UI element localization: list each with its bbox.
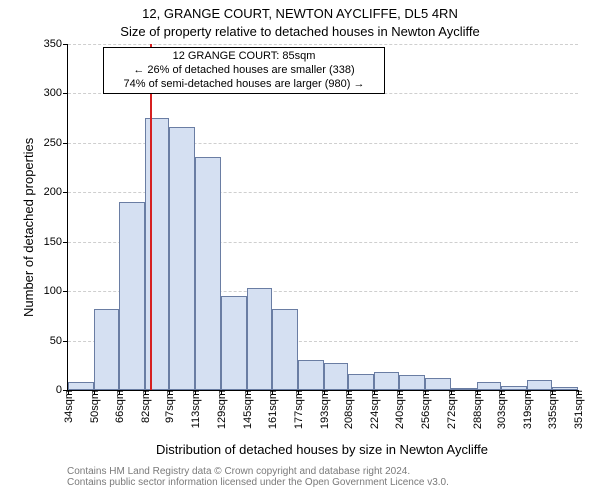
histogram-bar (195, 157, 221, 390)
histogram-bar (68, 382, 94, 390)
histogram-bar (324, 363, 348, 390)
ytick-label: 350 (44, 38, 68, 50)
reference-line (150, 44, 152, 390)
xtick-label: 161sqm (265, 390, 279, 429)
grid-line (68, 44, 578, 45)
xtick-label: 208sqm (341, 390, 355, 429)
xtick-label: 97sqm (162, 390, 176, 423)
annotation-line: 12 GRANGE COURT: 85sqm (110, 50, 378, 64)
histogram-bar (221, 296, 247, 390)
histogram-bar (477, 382, 501, 390)
plot-area: 05010015020025030035034sqm50sqm66sqm82sq… (67, 44, 578, 391)
histogram-bar (399, 375, 425, 390)
xtick-label: 82sqm (138, 390, 152, 423)
ytick-label: 200 (44, 186, 68, 198)
chart-subtitle: Size of property relative to detached ho… (0, 24, 600, 39)
y-axis-label: Number of detached properties (21, 138, 36, 317)
xtick-label: 240sqm (392, 390, 406, 429)
footer-line: Contains HM Land Registry data © Crown c… (67, 466, 449, 477)
histogram-bar (348, 374, 374, 390)
xtick-label: 288sqm (470, 390, 484, 429)
xtick-label: 66sqm (112, 390, 126, 423)
xtick-label: 113sqm (188, 390, 202, 428)
xtick-label: 50sqm (87, 390, 101, 423)
histogram-bar (272, 309, 298, 390)
xtick-label: 193sqm (317, 390, 331, 429)
ytick-label: 100 (44, 285, 68, 297)
histogram-bar (119, 202, 145, 390)
annotation-box: 12 GRANGE COURT: 85sqm ← 26% of detached… (103, 47, 385, 94)
footer-line: Contains public sector information licen… (67, 477, 449, 488)
annotation-line: 74% of semi-detached houses are larger (… (110, 78, 378, 92)
xtick-label: 224sqm (367, 390, 381, 429)
histogram-bar (527, 380, 553, 390)
xtick-label: 34sqm (61, 390, 75, 423)
xtick-label: 303sqm (494, 390, 508, 429)
histogram-bar (425, 378, 451, 390)
xtick-label: 319sqm (520, 390, 534, 429)
ytick-label: 150 (44, 236, 68, 248)
ytick-label: 300 (44, 87, 68, 99)
ytick-label: 250 (44, 137, 68, 149)
xtick-label: 272sqm (444, 390, 458, 429)
figure-container: 12, GRANGE COURT, NEWTON AYCLIFFE, DL5 4… (0, 0, 600, 500)
histogram-bar (374, 372, 400, 390)
ytick-label: 50 (50, 335, 68, 347)
xtick-label: 335sqm (545, 390, 559, 429)
histogram-bar (298, 360, 324, 390)
chart-title: 12, GRANGE COURT, NEWTON AYCLIFFE, DL5 4… (0, 6, 600, 21)
xtick-label: 129sqm (214, 390, 228, 429)
histogram-bar (169, 127, 195, 390)
histogram-bar (145, 118, 169, 390)
xtick-label: 177sqm (291, 390, 305, 429)
attribution-footer: Contains HM Land Registry data © Crown c… (67, 466, 449, 488)
histogram-bar (247, 288, 273, 390)
xtick-label: 145sqm (240, 390, 254, 429)
histogram-bar (94, 309, 120, 390)
xtick-label: 351sqm (571, 390, 585, 429)
x-axis-label: Distribution of detached houses by size … (67, 442, 577, 457)
annotation-line: ← 26% of detached houses are smaller (33… (110, 64, 378, 78)
xtick-label: 256sqm (418, 390, 432, 429)
